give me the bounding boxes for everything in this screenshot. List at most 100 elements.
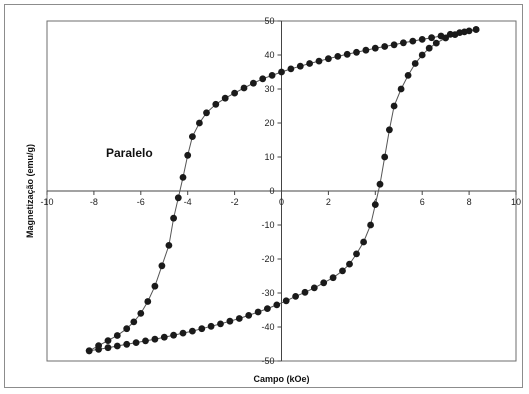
y-tick-label: 10: [264, 152, 274, 162]
data-points: [85, 26, 480, 355]
data-point-ascending: [425, 44, 433, 52]
y-tick-label: -30: [261, 288, 274, 298]
data-point-descending: [212, 100, 220, 108]
data-point-descending: [189, 133, 196, 141]
data-point-descending: [334, 53, 342, 60]
data-point-ascending: [329, 274, 337, 282]
data-point-descending: [362, 46, 370, 54]
data-point-descending: [250, 79, 257, 87]
data-point-descending: [144, 298, 152, 305]
data-point-ascending: [85, 347, 93, 355]
data-point-ascending: [367, 221, 374, 229]
data-point-descending: [165, 242, 173, 249]
data-point-ascending: [390, 102, 398, 110]
data-point-descending: [353, 48, 360, 56]
data-point-ascending: [461, 28, 468, 36]
data-point-ascending: [273, 301, 281, 309]
x-tick-label: 6: [420, 197, 425, 207]
data-point-ascending: [397, 85, 405, 93]
data-point-descending: [104, 337, 112, 344]
data-point-ascending: [104, 344, 112, 352]
data-point-ascending: [353, 250, 360, 258]
y-tick-label: -40: [261, 322, 274, 332]
y-tick-label: 30: [264, 84, 274, 94]
data-point-descending: [371, 44, 379, 52]
data-point-descending: [203, 109, 210, 117]
x-tick-label: 0: [279, 197, 284, 207]
data-point-ascending: [418, 51, 426, 59]
x-tick-label: 8: [467, 197, 472, 207]
data-point-ascending: [207, 322, 215, 330]
chart-frame: [4, 4, 523, 388]
data-point-descending: [196, 119, 203, 127]
data-point-descending: [158, 262, 166, 270]
data-point-ascending: [411, 60, 419, 67]
data-point-descending: [113, 332, 121, 339]
y-axis-label: Magnetização (emu/g): [25, 144, 35, 238]
x-tick-label: 10: [511, 197, 521, 207]
data-point-descending: [137, 310, 145, 317]
data-point-ascending: [292, 293, 299, 300]
data-point-ascending: [245, 312, 253, 319]
data-point-descending: [259, 75, 267, 83]
data-point-descending: [231, 89, 239, 97]
data-point-ascending: [179, 329, 187, 337]
data-point-ascending: [235, 315, 243, 322]
data-point-descending: [418, 36, 426, 43]
y-tick-label: -20: [261, 254, 274, 264]
data-point-ascending: [189, 327, 196, 335]
y-tick-label: 0: [269, 186, 274, 196]
data-point-ascending: [404, 72, 412, 79]
data-point-descending: [428, 34, 435, 42]
data-point-descending: [268, 72, 276, 79]
x-tick-label: 2: [326, 197, 331, 207]
data-point-descending: [240, 84, 248, 92]
data-point-descending: [174, 194, 182, 202]
data-point-descending: [170, 214, 178, 222]
data-point-ascending: [310, 284, 318, 292]
data-point-ascending: [151, 335, 159, 343]
data-point-descending: [409, 37, 417, 45]
data-point-descending: [343, 50, 351, 58]
data-point-ascending: [442, 34, 449, 42]
data-point-ascending: [381, 153, 389, 161]
y-tick-label: -10: [261, 220, 274, 230]
data-point-ascending: [123, 340, 131, 348]
data-point-ascending: [282, 297, 290, 305]
data-point-descending: [325, 55, 332, 63]
y-tick-label: -50: [261, 356, 274, 366]
data-point-ascending: [386, 126, 393, 134]
data-point-ascending: [371, 201, 379, 209]
data-point-ascending: [95, 346, 102, 353]
data-point-ascending: [472, 26, 480, 33]
y-tick-label: 20: [264, 118, 274, 128]
data-point-descending: [400, 39, 407, 47]
data-point-ascending: [254, 308, 262, 316]
data-point-ascending: [226, 317, 234, 325]
annotation-paralelo: Paralelo: [106, 146, 153, 160]
data-point-descending: [390, 41, 398, 49]
x-tick-label: -10: [40, 197, 53, 207]
data-point-descending: [130, 318, 138, 326]
data-point-ascending: [132, 339, 140, 346]
x-tick-label: -4: [184, 197, 192, 207]
data-point-ascending: [217, 320, 224, 328]
x-tick-label: -6: [137, 197, 145, 207]
x-axis-label: Campo (kOe): [253, 374, 309, 384]
data-point-ascending: [301, 288, 309, 296]
data-point-descending: [278, 68, 285, 76]
data-point-descending: [296, 62, 304, 70]
data-point-descending: [315, 57, 323, 65]
data-point-descending: [221, 94, 229, 102]
data-point-ascending: [160, 333, 168, 341]
data-point-descending: [287, 65, 295, 73]
data-point-ascending: [451, 31, 459, 38]
data-point-descending: [184, 151, 192, 159]
data-point-ascending: [264, 305, 271, 312]
x-tick-label: -2: [231, 197, 239, 207]
data-point-descending: [381, 43, 389, 50]
axes: [46, 20, 517, 362]
data-point-ascending: [320, 279, 328, 287]
data-point-ascending: [360, 238, 367, 246]
